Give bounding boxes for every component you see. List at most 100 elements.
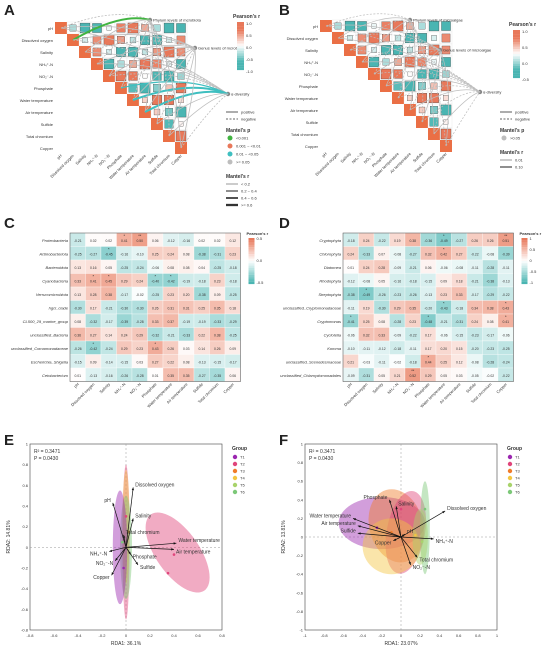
y-tick: 0.4: [297, 497, 303, 502]
heatmap-value: 0.23: [136, 347, 143, 351]
colorbar-title: Pearson's r: [233, 14, 260, 20]
heatmap-value: -0.13: [424, 293, 432, 297]
heatmap-value: 0.04: [198, 266, 205, 270]
heatmap-value: 0.01: [74, 374, 81, 378]
vector-arrowhead: [171, 548, 174, 551]
heatmap-value: -0.12: [167, 239, 175, 243]
heatmap-value: 0.23: [440, 293, 447, 297]
heatmap-value: 0.12: [229, 239, 236, 243]
colorbar-swatch: [237, 67, 244, 71]
corr-square: [393, 69, 403, 79]
colorbar-swatch: [248, 242, 255, 245]
corr-square: [106, 25, 112, 31]
corr-square: [129, 60, 137, 68]
heatmap-value: -0.28: [393, 320, 401, 324]
mantel-p-title: Mantel's p: [226, 128, 250, 134]
env-row-label: pH: [48, 26, 53, 31]
colorbar-swatch: [237, 38, 244, 42]
heatmap-value: -0.17: [120, 293, 128, 297]
heatmap-value: -0.06: [502, 334, 510, 338]
corr-square: [347, 35, 353, 41]
group-ellipse: [122, 469, 130, 584]
colorbar-swatch: [513, 75, 520, 79]
heatmap-value: 0.08: [74, 320, 81, 324]
mantel-edge: [72, 17, 151, 41]
colorbar-swatch: [237, 41, 244, 44]
env-vector: [400, 536, 434, 540]
colorbar-swatch: [521, 279, 528, 282]
significance-mark: *: [154, 341, 156, 346]
heatmap-value: -0.08: [455, 266, 463, 270]
corr-square: [441, 21, 451, 31]
significance-mark: *: [108, 274, 110, 279]
x-tick: 0: [125, 633, 128, 638]
env-vector: [111, 547, 127, 576]
colorbar-swatch: [248, 270, 255, 273]
colorbar-swatch: [513, 30, 520, 33]
heatmap-value: 0.08: [183, 253, 190, 257]
legend-label: T4: [515, 476, 520, 481]
env-row-label: Phosphate: [34, 86, 54, 91]
x-tick: 0.8: [475, 633, 481, 638]
x-tick: -0.8: [321, 633, 329, 638]
heatmap-value: -0.16: [105, 374, 113, 378]
x-tick: 0.8: [219, 633, 225, 638]
legend-dot: [507, 475, 513, 481]
heatmap-value: 0.19: [363, 307, 370, 311]
heatmap-value: -0.17: [471, 293, 479, 297]
heatmap-value: -0.22: [378, 239, 386, 243]
env-row-label: NO₂⁻-N: [39, 74, 53, 79]
heatmap-value: 0.23: [409, 320, 416, 324]
corr-square: [418, 82, 426, 90]
heatmap-value: 0.03: [456, 374, 463, 378]
heatmap-value: -0.16: [182, 239, 190, 243]
significance-mark: *: [443, 233, 445, 238]
heatmap-value: 0.13: [74, 293, 81, 297]
x-tick: 0.2: [417, 633, 423, 638]
heatmap-value: 0.17: [90, 307, 97, 311]
vector-label: NH₄⁺-N: [436, 539, 454, 545]
mantel-p-swatch: [227, 151, 233, 157]
colorbar-swatch: [237, 55, 244, 59]
panel-label-a: A: [4, 2, 15, 19]
corr-square: [163, 22, 175, 34]
heatmap-value: -0.18: [455, 307, 463, 311]
mantel-r-label: 0.10: [515, 165, 524, 170]
heatmap-value: -0.05: [471, 374, 479, 378]
x-tick: 1: [496, 633, 499, 638]
heatmap-value: 0.08: [183, 361, 190, 365]
heatmap-value: -0.39: [502, 253, 510, 257]
corr-square: [357, 45, 367, 55]
corr-square: [368, 32, 380, 44]
mantel-edge: [397, 85, 481, 99]
heatmap-value: -0.19: [198, 320, 206, 324]
env-row-label: Sulfide: [306, 120, 319, 125]
heatmap-value: 0.03: [136, 361, 143, 365]
colorbar-swatch: [248, 281, 255, 285]
colorbar-swatch: [237, 31, 244, 35]
heatmap-row-label: CL500_29_marine_group: [23, 319, 69, 324]
corr-square: [153, 24, 161, 32]
heatmap-value: 0.22: [167, 361, 174, 365]
colorbar-swatch: [237, 65, 244, 68]
colorbar-swatch: [521, 249, 528, 252]
heatmap-value: -0.25: [120, 266, 128, 270]
heatmap-value: -0.12: [347, 280, 355, 284]
env-col-label: pH: [321, 151, 328, 158]
mantel-p-swatch: [227, 159, 233, 165]
corr-square: [175, 130, 187, 142]
colorbar-swatch: [521, 274, 528, 278]
heatmap-value: -0.38: [486, 280, 494, 284]
vector-arrowhead: [414, 554, 418, 558]
heatmap-value: -0.30: [378, 307, 386, 311]
heatmap-value: 0.19: [394, 239, 401, 243]
x-tick: -0.8: [27, 633, 35, 638]
heatmap-value: -0.06: [347, 334, 355, 338]
heatmap-value: 0.06: [152, 239, 159, 243]
heatmap-border: [342, 232, 514, 382]
mantel-edge: [96, 63, 229, 95]
mantel-p-swatch: [227, 135, 233, 141]
corr-square: [103, 34, 115, 46]
heatmap-value: -0.28: [136, 374, 144, 378]
heatmap-value: -0.49: [440, 239, 448, 243]
